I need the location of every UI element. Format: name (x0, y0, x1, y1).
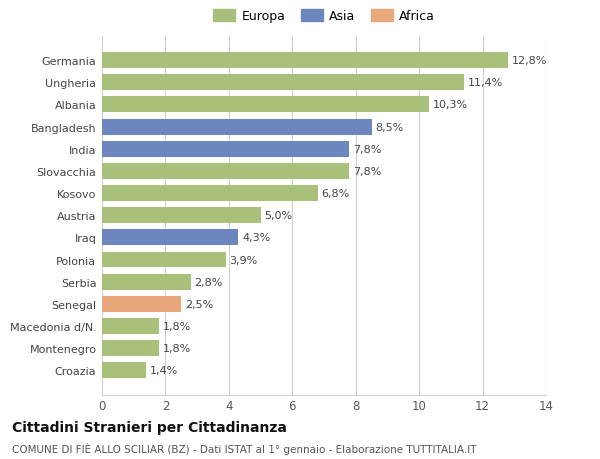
Text: 7,8%: 7,8% (353, 167, 382, 177)
Bar (102, 341, 159, 356)
Bar (102, 119, 371, 135)
Text: Cittadini Stranieri per Cittadinanza: Cittadini Stranieri per Cittadinanza (12, 420, 287, 434)
Text: 12,8%: 12,8% (512, 56, 547, 66)
Text: 3,9%: 3,9% (229, 255, 258, 265)
Text: 4,3%: 4,3% (242, 233, 271, 243)
Bar (102, 319, 159, 334)
Text: 1,8%: 1,8% (163, 321, 191, 331)
Text: 10,3%: 10,3% (433, 100, 467, 110)
Bar (102, 252, 226, 268)
Bar (102, 363, 146, 379)
Bar (102, 274, 191, 290)
Bar (102, 141, 349, 157)
Text: 2,8%: 2,8% (194, 277, 223, 287)
Text: COMUNE DI FIÈ ALLO SCILIAR (BZ) - Dati ISTAT al 1° gennaio - Elaborazione TUTTIT: COMUNE DI FIÈ ALLO SCILIAR (BZ) - Dati I… (12, 442, 476, 453)
Bar (102, 163, 349, 179)
Bar (102, 97, 428, 113)
Legend: Europa, Asia, Africa: Europa, Asia, Africa (209, 6, 439, 27)
Bar (102, 296, 181, 312)
Text: 2,5%: 2,5% (185, 299, 214, 309)
Bar (102, 230, 238, 246)
Text: 5,0%: 5,0% (265, 211, 293, 221)
Text: 1,8%: 1,8% (163, 343, 191, 353)
Bar (102, 208, 260, 224)
Text: 6,8%: 6,8% (322, 189, 350, 199)
Bar (102, 75, 464, 91)
Text: 8,5%: 8,5% (376, 122, 404, 132)
Text: 1,4%: 1,4% (150, 365, 178, 375)
Bar (102, 185, 317, 202)
Text: 11,4%: 11,4% (467, 78, 503, 88)
Bar (102, 53, 508, 69)
Text: 7,8%: 7,8% (353, 145, 382, 154)
